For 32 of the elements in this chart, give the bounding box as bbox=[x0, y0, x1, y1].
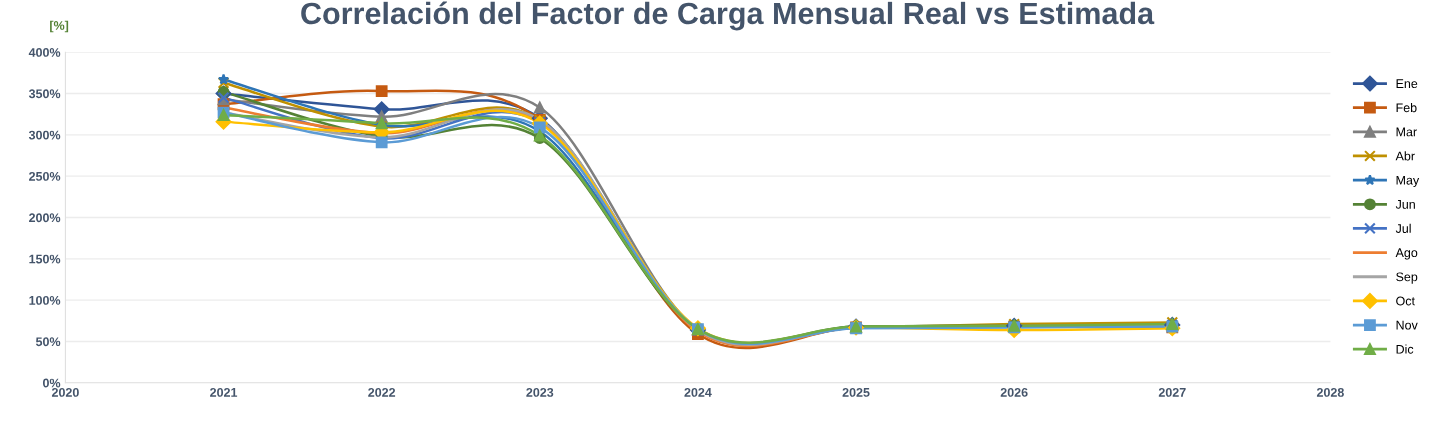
y-tick-label: 350% bbox=[28, 89, 61, 99]
x-tick-label: 2021 bbox=[210, 387, 238, 397]
y-tick-label: 50% bbox=[35, 337, 61, 347]
legend-label: Abr bbox=[1395, 151, 1415, 161]
x-tick-label: 2027 bbox=[1158, 387, 1186, 397]
y-tick-label: 100% bbox=[29, 295, 61, 305]
y-tick-label: 300% bbox=[28, 130, 61, 140]
x-tick-label: 2022 bbox=[368, 387, 396, 397]
legend-label: Nov bbox=[1396, 320, 1418, 330]
legend-label: May bbox=[1396, 175, 1420, 188]
legend-label: Ene bbox=[1396, 79, 1418, 89]
legend-label: Sep bbox=[1396, 272, 1418, 284]
x-tick-label: 2020 bbox=[51, 387, 79, 397]
y-tick-label: 400% bbox=[28, 48, 61, 57]
legend-label: Jun bbox=[1395, 200, 1415, 209]
x-tick-label: 2025 bbox=[842, 387, 870, 397]
y-tick-label: 200% bbox=[29, 213, 61, 223]
x-tick-label: 2024 bbox=[684, 387, 712, 397]
legend-label: Feb bbox=[1396, 102, 1417, 113]
legend-label: Jul bbox=[1395, 223, 1411, 233]
legend-label: Ago bbox=[1395, 248, 1418, 260]
y-tick-label: 0% bbox=[43, 378, 61, 388]
y-axis-title: [%] bbox=[50, 20, 69, 33]
legend-label: Oct bbox=[1396, 296, 1415, 306]
y-tick-label: 150% bbox=[29, 254, 61, 264]
legend-label: Mar bbox=[1396, 127, 1417, 137]
chart-title: Correlación del Factor de Carga Mensual Real vs Estimada bbox=[301, 1, 1155, 31]
x-tick-label: 2026 bbox=[1000, 387, 1028, 397]
legend-label: Dic bbox=[1396, 344, 1414, 354]
y-tick-label: 250% bbox=[29, 171, 61, 181]
x-tick-label: 2028 bbox=[1316, 387, 1344, 397]
x-tick-label: 2023 bbox=[526, 387, 554, 397]
